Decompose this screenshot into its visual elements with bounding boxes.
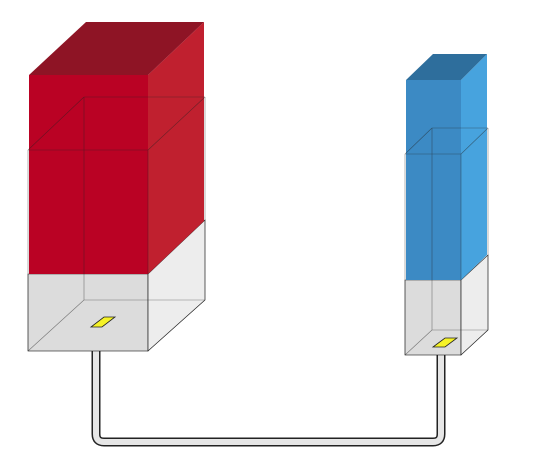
left-container-front	[27, 273, 149, 352]
right-container-front	[404, 279, 462, 356]
connecting-tube	[91, 346, 446, 447]
right-column	[404, 54, 489, 356]
right-valve-icon	[431, 337, 459, 348]
left-liquid-top	[29, 22, 204, 75]
left-liquid-side	[148, 22, 204, 274]
left-valve-icon	[89, 316, 117, 328]
left-column	[27, 22, 206, 352]
tube-inner	[93, 346, 444, 445]
right-liquid-top	[406, 54, 487, 80]
left-container-edges	[27, 96, 206, 352]
right-container-edges	[404, 127, 489, 356]
right-liquid-front	[406, 80, 461, 280]
right-liquid-side	[461, 54, 487, 280]
left-liquid-front	[29, 75, 148, 274]
tube-outer	[91, 346, 446, 447]
